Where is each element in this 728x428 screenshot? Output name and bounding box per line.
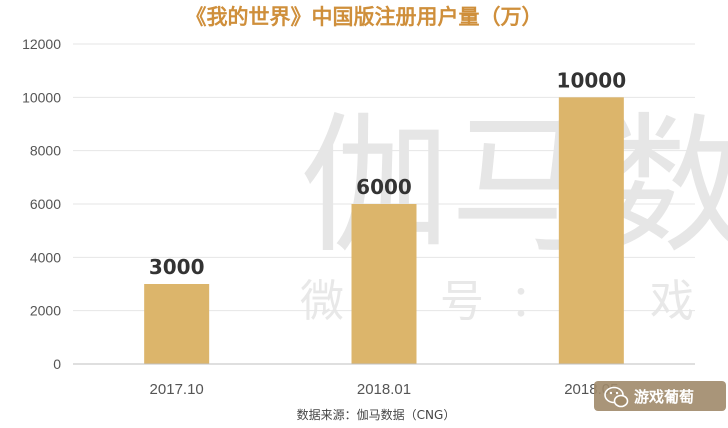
x-axis-ticks: 2017.10 2018.01 2018.05 (150, 381, 619, 398)
y-tick-label: 12000 (22, 36, 61, 52)
y-tick-label: 4000 (30, 249, 61, 265)
bars (144, 97, 624, 364)
wechat-icon (604, 386, 629, 408)
data-source-note: 数据来源：伽马数据（CNG） (297, 407, 456, 422)
bar (558, 97, 624, 364)
bar (351, 204, 417, 364)
bar (144, 284, 210, 364)
data-label: 6000 (356, 175, 412, 199)
data-labels: 3000 6000 10000 (149, 68, 626, 279)
x-tick-label: 2018.01 (357, 381, 411, 398)
data-label: 10000 (557, 68, 627, 92)
y-axis-ticks: 0 2000 4000 6000 8000 10000 12000 (22, 36, 61, 372)
brand-badge: 游戏葡萄 (594, 381, 726, 411)
x-tick-label: 2017.10 (150, 381, 204, 398)
y-tick-label: 0 (53, 356, 61, 372)
chart-title: 《我的世界》中国版注册用户量（万） (186, 5, 543, 29)
brand-name: 游戏葡萄 (634, 388, 694, 406)
y-tick-label: 6000 (30, 196, 61, 212)
data-label: 3000 (149, 255, 205, 279)
y-tick-label: 2000 (30, 303, 61, 319)
y-tick-label: 8000 (30, 143, 61, 159)
y-tick-label: 10000 (22, 89, 61, 105)
